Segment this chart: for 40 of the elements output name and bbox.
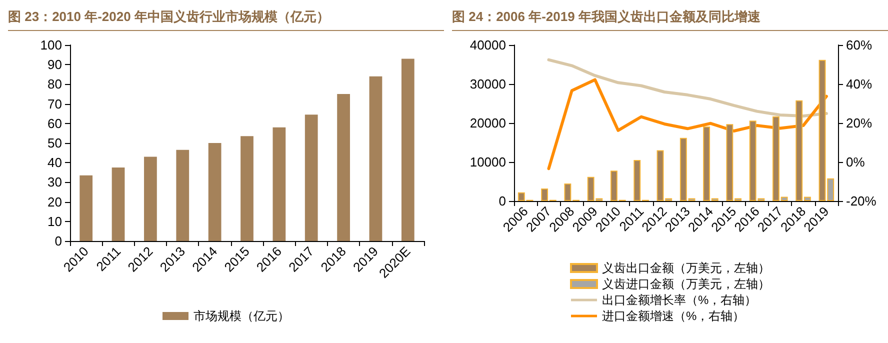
bar bbox=[304, 114, 318, 241]
y-tick-label: 30 bbox=[48, 174, 62, 190]
legend-label: 义齿出口金额（万美元，左轴） bbox=[602, 261, 770, 275]
bar bbox=[240, 136, 254, 241]
bar bbox=[112, 168, 125, 241]
legend-label: 进口金额增速（%，右轴） bbox=[602, 309, 745, 323]
y-tick-label: 10000 bbox=[470, 154, 506, 170]
bar bbox=[144, 156, 157, 241]
chart-title: 图 24：2006 年-2019 年我国义齿出口金额及同比增速 bbox=[452, 8, 888, 31]
line-series bbox=[547, 58, 828, 118]
y-tick-label: 20000 bbox=[470, 116, 506, 130]
bar bbox=[176, 150, 190, 241]
y2-tick-label: -20% bbox=[846, 194, 877, 208]
y-tick-label: 70 bbox=[48, 96, 62, 112]
y-tick-label: 0 bbox=[54, 234, 62, 248]
y-tick-label: 30000 bbox=[470, 76, 506, 92]
y-tick-label: 0 bbox=[498, 194, 506, 208]
bar bbox=[272, 127, 286, 241]
y2-tick-label: 60% bbox=[846, 38, 872, 52]
y-tick-label: 40000 bbox=[470, 38, 506, 52]
y-tick-label: 90 bbox=[48, 57, 62, 72]
y-tick-label: 20 bbox=[48, 194, 62, 210]
chart-title: 图 23：2010 年-2020 年中国义齿行业市场规模（亿元） bbox=[8, 8, 444, 31]
bar bbox=[401, 58, 414, 241]
y2-tick-label: 20% bbox=[846, 116, 872, 130]
y2-tick-label: 40% bbox=[846, 76, 872, 92]
bar bbox=[208, 143, 222, 241]
bar bbox=[369, 76, 382, 241]
y-tick-label: 50 bbox=[48, 136, 62, 150]
legend-label: 市场规模（亿元） bbox=[194, 309, 290, 323]
y-tick-label: 10 bbox=[48, 214, 62, 229]
y-tick-label: 80 bbox=[48, 76, 62, 92]
bar bbox=[80, 175, 93, 241]
y2-tick-label: 0% bbox=[846, 154, 866, 170]
y-tick-label: 40 bbox=[48, 155, 62, 170]
y-tick-label: 100 bbox=[40, 38, 62, 52]
y-tick-label: 60 bbox=[48, 116, 62, 131]
bar bbox=[337, 94, 350, 241]
legend-label: 出口金额增长率（%，右轴） bbox=[602, 293, 757, 307]
legend-label: 义齿进口金额（万美元，左轴） bbox=[602, 277, 770, 291]
